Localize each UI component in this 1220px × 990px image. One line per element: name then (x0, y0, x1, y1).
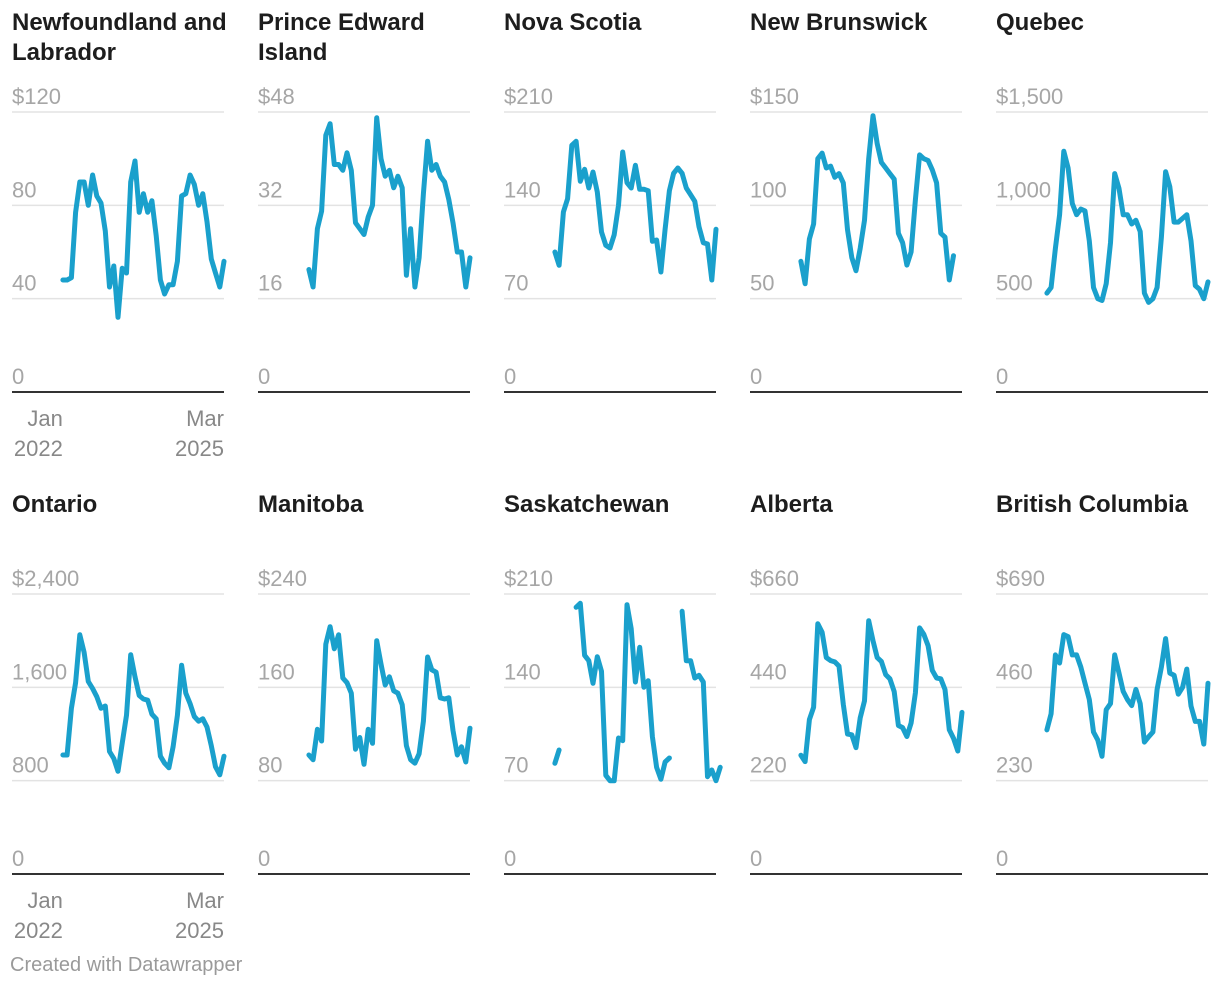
panel-title: Prince Edward Island (258, 9, 425, 66)
y-tick-label: 160 (258, 659, 295, 684)
panel-quebec: $1,500 1,000 500 0 Quebec (996, 0, 1211, 470)
chart-svg: $210 140 70 0 (504, 566, 723, 875)
y-tick-label: 40 (12, 271, 36, 296)
series-line (552, 138, 719, 283)
series-line (798, 618, 965, 765)
panel-ontario: $2,400 1,600 800 0 Jan 2022 Mar 2025 Ontario (12, 482, 227, 952)
y-tick-label: 0 (258, 846, 270, 871)
y-tick-label: 0 (750, 846, 762, 871)
small-multiples-grid: $120 80 40 0 Jan 2022 Mar 2025 Newfoundland and… (12, 0, 1211, 943)
y-tick-label: 220 (750, 753, 787, 778)
y-tick-label: 80 (258, 753, 282, 778)
series-line (306, 624, 473, 767)
series-line (60, 632, 227, 778)
y-tick-label: $240 (258, 566, 307, 591)
y-tick-label: 140 (504, 177, 541, 202)
panel-saskatchewan: $210 140 70 0 Saskatchewan (504, 482, 723, 952)
panel-title: Saskatchewan (504, 491, 670, 518)
chart-svg: $660 440 220 0 (750, 566, 965, 875)
y-tick-label: 70 (504, 753, 528, 778)
y-tick-label: 70 (504, 271, 528, 296)
panel-nova-scotia: $210 140 70 0 Nova Scotia (504, 0, 719, 470)
series-line (306, 115, 473, 290)
chart-svg: $690 460 230 0 (996, 566, 1211, 875)
panel-british-columbia: $690 460 230 0 British Columbia (996, 482, 1211, 952)
x-tick-label: Mar (186, 888, 224, 913)
panel-title: Quebec (996, 9, 1085, 36)
y-tick-label: $48 (258, 84, 295, 109)
y-tick-label: 0 (996, 846, 1008, 871)
panel-title: British Columbia (996, 491, 1189, 518)
y-tick-label: $2,400 (12, 566, 79, 591)
y-tick-label: 440 (750, 659, 787, 684)
y-tick-label: 140 (504, 659, 541, 684)
y-tick-label: $210 (504, 566, 553, 591)
y-tick-label: 32 (258, 177, 282, 202)
panel-title: Alberta (750, 491, 833, 518)
panel-prince-edward-island: $48 32 16 0 Prince Edward Island (258, 0, 473, 470)
y-tick-label: 0 (996, 364, 1008, 389)
y-tick-label: 80 (12, 177, 36, 202)
series-line (1044, 148, 1211, 305)
y-tick-label: $660 (750, 566, 799, 591)
series-line (60, 158, 227, 320)
chart-svg: $1,500 1,000 500 0 (996, 84, 1211, 393)
panel-new-brunswick: $150 100 50 0 New Brunswick (750, 0, 962, 470)
series-line (798, 113, 956, 287)
datawrapper-credit: Created with Datawrapper (10, 954, 243, 976)
panel-title: Manitoba (258, 491, 364, 518)
y-tick-label: 16 (258, 271, 282, 296)
series-line (1044, 632, 1211, 759)
x-tick-label: 2022 (14, 918, 63, 943)
panel-title: Nova Scotia (504, 9, 642, 36)
y-tick-label: 0 (12, 846, 24, 871)
panel-title: Newfoundland and Labrador (12, 9, 227, 66)
chart-svg: $240 160 80 0 (258, 566, 473, 875)
x-tick-label: Jan (27, 406, 62, 431)
panel-title: Ontario (12, 491, 98, 518)
panel-title: New Brunswick (750, 9, 928, 36)
y-tick-label: 100 (750, 177, 787, 202)
chart-svg: $210 140 70 0 (504, 84, 719, 393)
y-tick-label: 0 (504, 364, 516, 389)
y-tick-label: 1,000 (996, 177, 1051, 202)
x-tick-label: 2022 (14, 436, 63, 461)
x-tick-label: 2025 (175, 918, 224, 943)
series-line (552, 600, 723, 784)
y-tick-label: 0 (750, 364, 762, 389)
y-tick-label: 0 (12, 364, 24, 389)
y-tick-label: $690 (996, 566, 1045, 591)
panel-manitoba: $240 160 80 0 Manitoba (258, 482, 473, 952)
y-tick-label: 800 (12, 753, 49, 778)
y-tick-label: 50 (750, 271, 774, 296)
y-tick-label: $150 (750, 84, 799, 109)
y-tick-label: 460 (996, 659, 1033, 684)
y-tick-label: $210 (504, 84, 553, 109)
panel-newfoundland-and-labrador: $120 80 40 0 Jan 2022 Mar 2025 Newfoundland and… (12, 0, 227, 470)
y-tick-label: 500 (996, 271, 1033, 296)
panel-alberta: $660 440 220 0 Alberta (750, 482, 965, 952)
x-tick-label: Mar (186, 406, 224, 431)
chart-svg: $48 32 16 0 (258, 84, 473, 393)
y-tick-label: $120 (12, 84, 61, 109)
x-tick-label: 2025 (175, 436, 224, 461)
y-tick-label: 1,600 (12, 659, 67, 684)
y-tick-label: $1,500 (996, 84, 1063, 109)
y-tick-label: 0 (258, 364, 270, 389)
chart-svg: $150 100 50 0 (750, 84, 962, 393)
y-tick-label: 230 (996, 753, 1033, 778)
x-tick-label: Jan (27, 888, 62, 913)
y-tick-label: 0 (504, 846, 516, 871)
